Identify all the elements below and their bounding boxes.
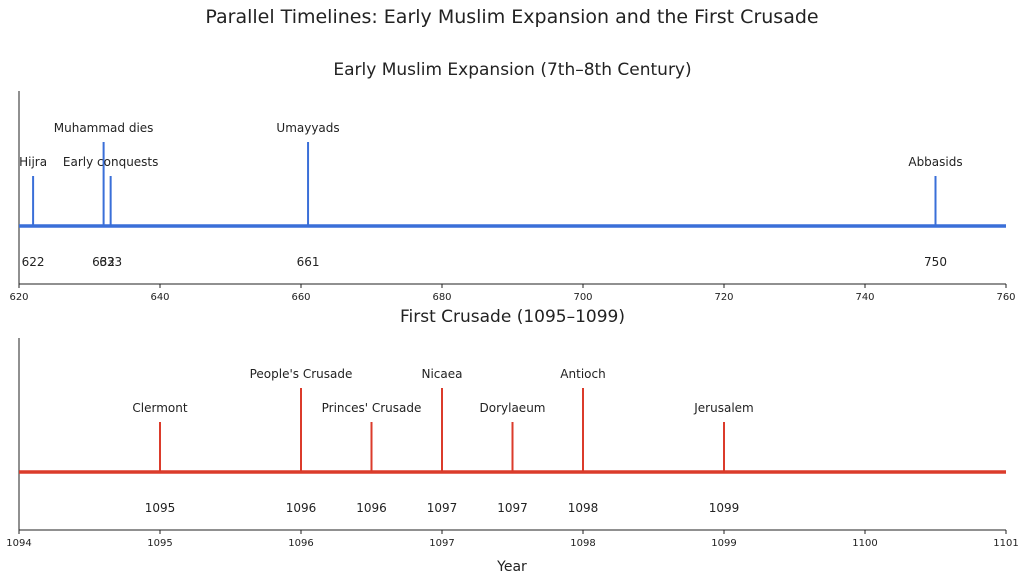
timeline-panels: Early Muslim Expansion (7th–8th Century)… bbox=[6, 60, 1018, 549]
x-tick-label: 1101 bbox=[993, 538, 1018, 549]
x-tick-label: 720 bbox=[714, 292, 733, 303]
x-tick-label: 760 bbox=[996, 292, 1015, 303]
x-tick-label: 700 bbox=[573, 292, 592, 303]
x-tick-label: 1099 bbox=[711, 538, 736, 549]
x-tick-label: 620 bbox=[9, 292, 28, 303]
event-label: Early conquests bbox=[63, 155, 158, 169]
event-year-label: 1098 bbox=[568, 501, 599, 515]
event-year-label: 1097 bbox=[427, 501, 458, 515]
event-year-label: 1096 bbox=[286, 501, 317, 515]
event-label: Dorylaeum bbox=[480, 401, 546, 415]
event-year-label: 632 bbox=[92, 255, 115, 269]
event-year-label: 1097 bbox=[497, 501, 528, 515]
event-year-label: 661 bbox=[297, 255, 320, 269]
event-label: Muhammad dies bbox=[54, 121, 154, 135]
event-label: Hijra bbox=[19, 155, 47, 169]
timeline-panel-1: Early Muslim Expansion (7th–8th Century)… bbox=[9, 60, 1015, 303]
event-label: Princes' Crusade bbox=[322, 401, 422, 415]
timeline-panel-2: First Crusade (1095–1099) 1094 1095 1096 109… bbox=[6, 307, 1018, 549]
event-label: Antioch bbox=[560, 367, 605, 381]
x-tick-label: 1097 bbox=[429, 538, 454, 549]
event-label: Nicaea bbox=[422, 367, 463, 381]
x-tick-label: 1096 bbox=[288, 538, 313, 549]
event-year-label: 750 bbox=[924, 255, 947, 269]
event-year-label: 622 bbox=[22, 255, 45, 269]
x-tick-label: 1098 bbox=[570, 538, 595, 549]
x-tick-label: 1100 bbox=[852, 538, 877, 549]
x-axis-label: Year bbox=[496, 559, 527, 575]
event-year-label: 633 bbox=[99, 255, 122, 269]
event-year-label: 1096 bbox=[356, 501, 387, 515]
event-year-label: 1095 bbox=[145, 501, 176, 515]
figure-title: Parallel Timelines: Early Muslim Expansi… bbox=[205, 6, 818, 28]
x-tick-label: 1094 bbox=[6, 538, 31, 549]
x-tick-label: 680 bbox=[432, 292, 451, 303]
event-year-label: 1099 bbox=[709, 501, 740, 515]
event-label: People's Crusade bbox=[250, 367, 353, 381]
x-tick-label: 740 bbox=[855, 292, 874, 303]
event-label: Clermont bbox=[132, 401, 187, 415]
event-label: Jerusalem bbox=[693, 401, 753, 415]
panel-title: Early Muslim Expansion (7th–8th Century) bbox=[333, 60, 691, 80]
x-tick-label: 1095 bbox=[147, 538, 172, 549]
event-label: Umayyads bbox=[276, 121, 339, 135]
x-tick-label: 660 bbox=[291, 292, 310, 303]
panel-title: First Crusade (1095–1099) bbox=[400, 307, 625, 327]
x-tick-label: 640 bbox=[150, 292, 169, 303]
event-label: Abbasids bbox=[908, 155, 962, 169]
